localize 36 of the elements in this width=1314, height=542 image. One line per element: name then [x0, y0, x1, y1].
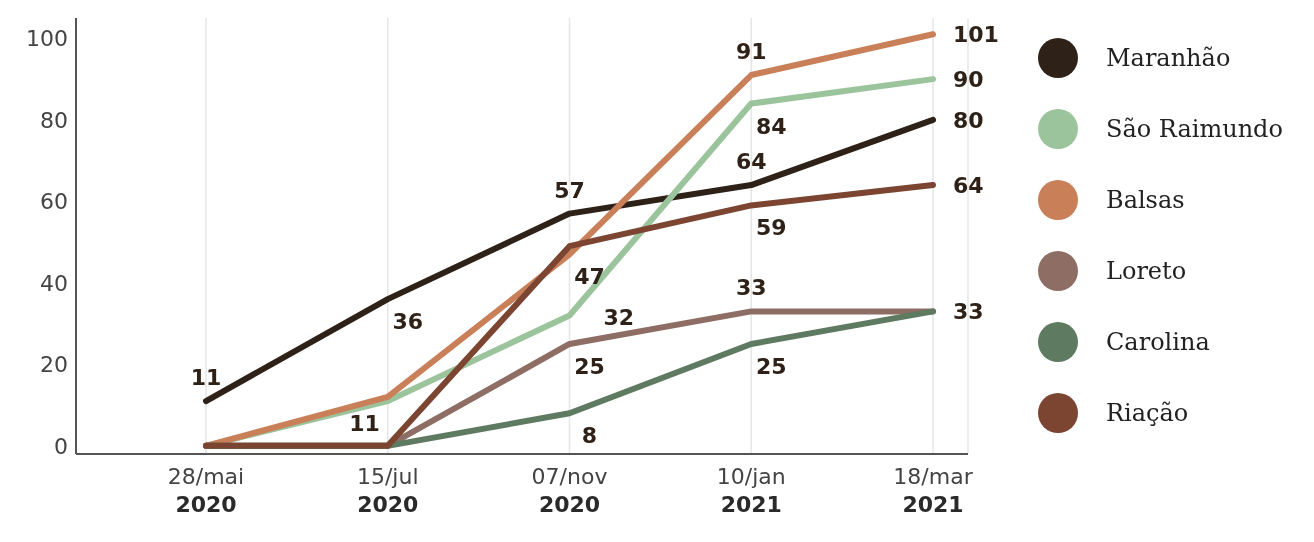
x-tick-label: 07/nov 2020: [531, 464, 608, 517]
data-label: 11: [349, 411, 380, 437]
legend-label: Balsas: [1106, 185, 1185, 214]
legend-label: São Raimundo: [1106, 114, 1283, 143]
x-tick-label: 28/mai 2020: [167, 464, 245, 517]
data-label: 59: [755, 215, 787, 241]
legend-label: Maranhão: [1106, 43, 1231, 72]
y-tick-label: 40: [40, 270, 68, 296]
x-tick-label: 10/jan 2021: [716, 464, 786, 517]
data-label: 64: [953, 173, 984, 199]
data-label: 11: [190, 365, 222, 391]
data-label: 101: [953, 22, 999, 48]
y-tick-label: 60: [40, 189, 68, 215]
y-tick-label: 20: [40, 352, 68, 378]
data-label: 25: [574, 353, 605, 379]
data-label: 84: [755, 113, 787, 139]
data-label: 91: [735, 39, 767, 65]
data-label: 36: [392, 309, 424, 335]
data-label: 80: [953, 107, 984, 133]
data-label: 8: [581, 423, 598, 449]
data-label: 33: [953, 299, 984, 325]
y-tick-label: 100: [26, 26, 68, 52]
x-tick-label: 18/mar 2021: [893, 464, 974, 517]
data-label: 33: [735, 275, 767, 301]
y-tick-label: 80: [40, 107, 68, 133]
legend-label: Loreto: [1106, 256, 1187, 285]
data-label: 47: [574, 264, 605, 290]
data-label: 64: [735, 149, 767, 175]
data-label: 25: [755, 353, 787, 379]
data-label: 57: [554, 177, 585, 203]
x-tick-label: 15/jul 2020: [356, 464, 419, 517]
legend-label: Riação: [1106, 398, 1189, 427]
legend-label: Carolina: [1106, 327, 1210, 356]
data-label: 32: [603, 305, 635, 331]
y-tick-label: 0: [54, 433, 68, 459]
data-label: 90: [953, 67, 984, 93]
